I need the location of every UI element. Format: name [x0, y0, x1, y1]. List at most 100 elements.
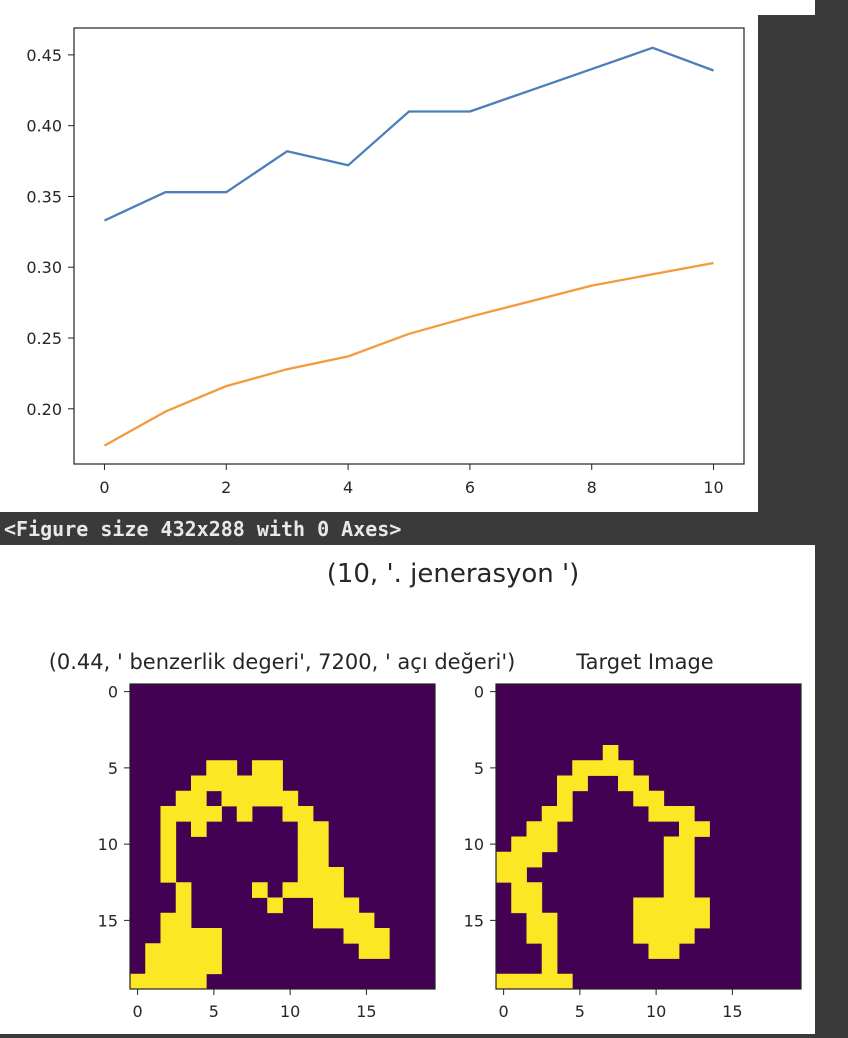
- heatmap-cell: [313, 912, 329, 929]
- heatmap-cell: [511, 851, 527, 868]
- heatmap-cell: [206, 958, 222, 975]
- heatmap-cell: [679, 912, 695, 929]
- x-tick-label: 5: [575, 1002, 585, 1021]
- heatmap-cell: [191, 973, 207, 990]
- heatmap-cell: [572, 775, 588, 792]
- x-tick-label: 0: [133, 1002, 143, 1021]
- y-tick-label: 10: [464, 835, 484, 854]
- heatmap-cell: [175, 943, 192, 959]
- heatmap-cell: [541, 973, 558, 990]
- heatmap-cell: [160, 928, 177, 944]
- x-tick-label: 5: [209, 1002, 219, 1021]
- heatmap-cell: [557, 973, 573, 990]
- x-tick-label: 10: [703, 478, 723, 497]
- heatmap-cell: [297, 806, 314, 822]
- heatmap-cell: [648, 897, 665, 914]
- heatmap-cell: [160, 973, 177, 990]
- x-tick-label: 15: [722, 1002, 742, 1021]
- heatmap-cell: [679, 821, 695, 837]
- heatmap-cell: [679, 806, 695, 822]
- heatmap-cell: [587, 760, 604, 776]
- heatmap-cell: [313, 897, 329, 914]
- y-tick-label: 15: [98, 911, 118, 930]
- heatmap-cell: [191, 958, 207, 975]
- heatmap-cell: [663, 882, 680, 898]
- heatmap-cell: [663, 897, 680, 914]
- heatmap-cell: [679, 851, 695, 868]
- heatmap-cell: [313, 867, 329, 883]
- heatmap-cell: [633, 897, 649, 914]
- heatmap-cell: [297, 821, 314, 837]
- line-chart: 0 2 4 6 8 10 0.20 0.25 0.30 0.35 0.40 0.45: [26, 27, 745, 497]
- heatmap-cell: [694, 821, 710, 837]
- heatmap-cell: [145, 943, 161, 959]
- heatmap-cell: [191, 806, 207, 822]
- heatmap-cell: [282, 790, 299, 807]
- heatmap-cell: [663, 867, 680, 883]
- heatmap-cell: [175, 882, 192, 898]
- heatmap-cell: [191, 943, 207, 959]
- heatmap-cell: [679, 882, 695, 898]
- heatmap-cell: [175, 897, 192, 914]
- heatmap-cell: [511, 897, 527, 914]
- heatmap-cell: [328, 897, 344, 914]
- heatmap-cell: [496, 851, 512, 868]
- heatmap-cell: [297, 882, 314, 898]
- heatmap-cell: [236, 775, 253, 792]
- heatmap-cell: [191, 821, 207, 837]
- heatmap-cell: [358, 912, 375, 929]
- y-tick-label: 0.35: [26, 187, 62, 206]
- heatmap-cell: [679, 836, 695, 853]
- heatmap-cell: [618, 760, 634, 776]
- heatmap-cell: [541, 958, 558, 975]
- heatmap-cell: [496, 973, 512, 990]
- x-tick-label: 2: [221, 478, 231, 497]
- heatmap-cell: [648, 790, 665, 807]
- x-tick-label: 6: [465, 478, 475, 497]
- heatmap-cell: [526, 821, 543, 837]
- heatmap-cell: [541, 806, 558, 822]
- heatmap-cell: [648, 943, 665, 959]
- heatmap-cell: [541, 912, 558, 929]
- heatmap-cell: [526, 928, 543, 944]
- heatmap-cell: [511, 836, 527, 853]
- heatmap-cell: [252, 790, 268, 807]
- heatmap-cell: [267, 775, 283, 792]
- heatmap-cell: [358, 943, 375, 959]
- heatmap-cell: [221, 790, 238, 807]
- heatmap-cell: [328, 912, 344, 929]
- heatmap-cell: [663, 806, 680, 822]
- y-tick-label: 0.45: [26, 46, 62, 65]
- panel-title: Target Image: [575, 650, 713, 674]
- x-tick-label: 0: [499, 1002, 509, 1021]
- heatmap-cell: [511, 867, 527, 883]
- heatmap-cell: [633, 912, 649, 929]
- heatmap-cell: [252, 760, 268, 776]
- x-tick-label: 10: [280, 1002, 300, 1021]
- heatmap-cell: [175, 806, 192, 822]
- heatmap-cell: [191, 928, 207, 944]
- heatmap-cell: [145, 958, 161, 975]
- heatmap-cell: [648, 928, 665, 944]
- heatmap-cell: [145, 973, 161, 990]
- heatmap-cell: [648, 806, 665, 822]
- heatmap-cell: [160, 851, 177, 868]
- heatmap-cell: [572, 760, 588, 776]
- y-tick-label: 10: [98, 835, 118, 854]
- heatmap-cell: [526, 897, 543, 914]
- heatmap-cell: [602, 745, 619, 761]
- heatmap-cell: [663, 912, 680, 929]
- heatmap-cell: [282, 806, 299, 822]
- heatmap-cell: [374, 928, 390, 944]
- heatmap-cell: [160, 836, 177, 853]
- x-tick-label: 10: [646, 1002, 666, 1021]
- y-tick-label: 0: [474, 683, 484, 702]
- heatmap-cell: [221, 760, 238, 776]
- heatmap-cell: [313, 836, 329, 853]
- heatmap-cell: [679, 928, 695, 944]
- line-chart-figure: 0 2 4 6 8 10 0.20 0.25 0.30 0.35 0.40 0.45: [0, 0, 758, 512]
- heatmap-cell: [206, 928, 222, 944]
- heatmap-cell: [297, 836, 314, 853]
- heatmap-cell: [206, 760, 222, 776]
- heatmap-cell: [191, 775, 207, 792]
